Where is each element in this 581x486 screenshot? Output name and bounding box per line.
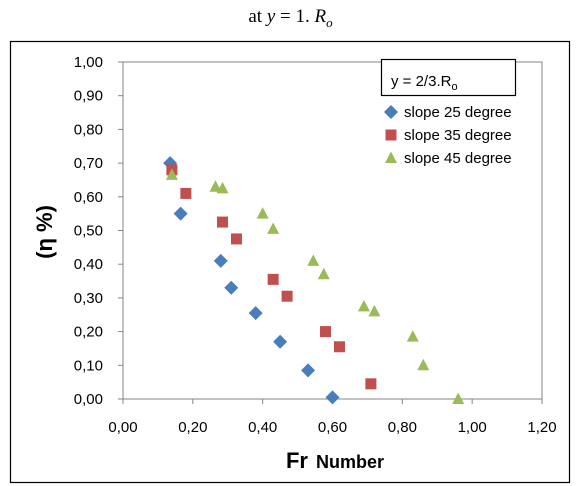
data-point [406, 330, 419, 342]
tick-labels: 0,00 0,10 0,20 0,30 0,40 0,50 0,60 0,70 0,80 0,90… [74, 54, 557, 436]
data-point [325, 390, 340, 405]
data-point [216, 181, 229, 194]
data-point [307, 254, 320, 266]
data-point [180, 187, 192, 199]
caption-prefix: at [248, 6, 267, 27]
legend-item: slope 45 degree [385, 150, 512, 167]
legend-title: y = 2/3.Ro [391, 73, 458, 93]
legend-marker [385, 129, 397, 141]
data-points [163, 156, 465, 405]
x-tick-label: 0,20 [178, 419, 207, 436]
legend-marker [385, 151, 397, 163]
x-axis-label: Fr Number [286, 448, 384, 473]
data-point [173, 206, 188, 221]
legend-label: slope 45 degree [404, 150, 512, 167]
data-point [165, 168, 178, 180]
series-triangle [165, 168, 465, 404]
data-point [230, 233, 242, 245]
data-point [317, 267, 330, 280]
figure-caption: at y = 1. Ro [0, 6, 581, 31]
caption-r: R [314, 6, 327, 27]
x-tick-label: 1,20 [527, 419, 556, 436]
data-point [281, 290, 293, 302]
legend: y = 2/3.Ro slope 25 degree slope 35 degre… [380, 58, 517, 167]
x-tick-label: 0,80 [388, 419, 417, 436]
legend-title-sub: o [451, 81, 457, 93]
y-tick-label: 0,10 [74, 357, 103, 374]
y-axis-label: (η %) [32, 205, 57, 259]
data-point [256, 207, 269, 219]
legend-item: slope 35 degree [385, 127, 512, 144]
data-point [267, 273, 279, 285]
legend-item: slope 25 degree [384, 104, 512, 121]
x-tick-label: 0,40 [248, 419, 277, 436]
data-point [209, 180, 222, 192]
caption-r-sub: o [326, 14, 333, 30]
data-point [301, 363, 316, 378]
y-tick-label: 0,40 [74, 256, 103, 273]
y-tick-label: 0,30 [74, 290, 103, 307]
y-tick-label: 0,60 [74, 189, 103, 206]
data-point [320, 326, 332, 338]
chart-area-border [9, 40, 571, 484]
data-point [368, 304, 381, 317]
y-tick-label: 0,50 [74, 223, 103, 240]
legend-label: slope 25 degree [404, 104, 512, 121]
x-tick-label: 1,00 [458, 419, 487, 436]
legend-marker [384, 105, 398, 119]
legend-title-box [380, 58, 517, 97]
y-tick-label: 0,70 [74, 155, 103, 172]
caption-variable: y [266, 6, 276, 27]
data-point [357, 299, 370, 312]
data-point [217, 216, 229, 228]
legend-label: slope 35 degree [404, 127, 512, 144]
y-tick-label: 0,20 [74, 324, 103, 341]
data-point [213, 253, 228, 268]
data-point [273, 334, 288, 349]
y-tick-label: 0,00 [74, 391, 103, 408]
x-axis-label-rest: Number [316, 452, 384, 472]
data-point [417, 358, 430, 371]
data-point [267, 222, 280, 234]
x-axis-label-main: Fr [286, 448, 308, 473]
y-tick-label: 0,80 [74, 121, 103, 138]
x-tick-label: 0,00 [108, 419, 137, 436]
caption-middle: = 1. [275, 6, 315, 27]
x-tick-label: 0,60 [318, 419, 347, 436]
y-tick-label: 0,90 [74, 88, 103, 105]
data-point [248, 306, 263, 321]
data-point [333, 341, 345, 353]
legend-title-main: y = 2/3.R [391, 73, 452, 90]
y-tick-label: 1,00 [74, 54, 103, 71]
data-point [452, 392, 465, 404]
data-point [224, 280, 239, 295]
data-point [365, 378, 377, 390]
